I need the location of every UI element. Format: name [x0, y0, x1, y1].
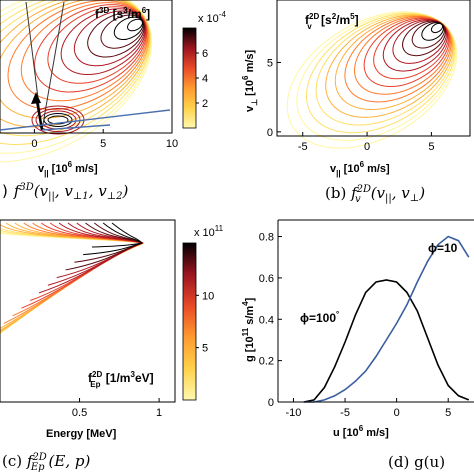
- panel-d-xlabel: u [106 m/s]: [333, 424, 389, 439]
- panel-a-core-contour: [47, 115, 69, 125]
- panel-a-colorbar-ticks: 6 4 2: [196, 48, 208, 110]
- panel-b-xtick-label: 5: [428, 141, 434, 153]
- panel-a-frame: [0, 0, 173, 134]
- panel-d-xtick-label: 0: [394, 407, 400, 419]
- panel-d-legend-phi10: ϕ=10: [428, 241, 458, 255]
- panel-a-xtick-label: 5: [100, 138, 106, 150]
- panel-b-ylabel: v⊥ [106 m/s]: [241, 49, 259, 112]
- panel-b-caption: (b) f2D v (v||, v⊥): [325, 184, 425, 205]
- panel-b-y-ticks: 50: [267, 57, 281, 139]
- panel-a-contours: [0, 0, 153, 163]
- panel-c-contours: [0, 222, 145, 335]
- panel-a-cbtick-label: 2: [202, 98, 208, 110]
- panel-c-inset-label: f2D Ep [1/m3eV]: [88, 370, 154, 389]
- panel-a-arrowhead: [31, 92, 41, 104]
- panel-b-contour-line: [354, 16, 451, 95]
- panel-a-xlabel: v|| [106 m/s]: [38, 160, 98, 178]
- panel-c-frame: [0, 219, 176, 403]
- panel-c-colorbar-scale: x 1011: [194, 224, 224, 239]
- panel-a-cone-line-right: [41, 1, 65, 131]
- panel-b-contour-line: [305, 12, 456, 134]
- panel-a-blue-line-2: [41, 124, 111, 131]
- panel-b-frame: [276, 0, 471, 137]
- panel-d-series-line-2: [303, 235, 470, 403]
- panel-c-contour-line: [0, 231, 145, 335]
- panel-b-ytick-label: 0: [267, 127, 273, 139]
- panel-b-ytick-label: 5: [267, 57, 273, 69]
- panel-c-cbtick-label: 5: [202, 343, 208, 355]
- panel-d-x-ticks: -10 -5 0 5: [286, 398, 451, 419]
- panel-d-xtick-label: 5: [445, 407, 451, 419]
- panel-c-contour-line: [0, 230, 144, 334]
- panel-a-colorbar-scale: x 10-4: [198, 10, 226, 25]
- panel-d-ytick-label: 0.4: [259, 314, 274, 326]
- panel-c-contour-line: [74, 222, 143, 263]
- panel-b-x-ticks: -5 0 5: [298, 132, 434, 153]
- panel-a-contour-line: [127, 18, 143, 32]
- panel-d-ylabel: g [1011 s/m4]: [241, 297, 256, 362]
- panel-c-xlabel: Energy [MeV]: [46, 428, 117, 440]
- panel-d: -10 -5 0 5 0.8 0.6 0.4 0.2 0 g [1011 s/m4] u [1…: [241, 219, 474, 471]
- panel-b-inset-label: f2D v [s2/m5]: [305, 12, 359, 31]
- panel-c-x-ticks: 0.5 1: [72, 398, 162, 419]
- panel-d-xtick-label: -10: [286, 407, 302, 419]
- panel-c-xtick-label: 0.5: [72, 407, 87, 419]
- panel-b-xtick-label: -5: [298, 141, 308, 153]
- panel-c-contour-line: [0, 227, 144, 334]
- panel-d-series-line-1: [303, 279, 470, 403]
- panel-a-x-ticks: 0 5 10: [31, 129, 178, 150]
- panel-d-legend-phi100: ϕ=100°: [300, 310, 339, 325]
- panel-d-ytick-label: 0.8: [259, 232, 274, 244]
- panel-d-y-ticks: 0.8 0.6 0.4 0.2 0: [259, 232, 282, 409]
- panel-d-ytick-label: 0: [268, 397, 274, 409]
- panel-b-contours: [286, 11, 458, 149]
- panel-a-caption: ) f3D(v||, v⊥1, v⊥2): [2, 182, 128, 202]
- panel-d-caption: (d) g(u): [388, 453, 445, 471]
- panel-c-colorbar-ticks: 10 5: [196, 290, 214, 355]
- panel-a-inset-label: f3D [s3/m6]: [95, 6, 150, 21]
- panel-a-xtick-label: 0: [31, 138, 37, 150]
- panel-c-contour-line: [0, 232, 145, 334]
- panel-b-xtick-label: 0: [364, 141, 370, 153]
- panel-a-colorbar: [182, 27, 197, 129]
- panel-c-cbtick-label: 10: [202, 290, 214, 302]
- panel-d-ytick-label: 0.6: [259, 273, 274, 285]
- panel-c-colorbar: [182, 242, 197, 401]
- panel-c-caption: (c) f2D Ep (E, p): [2, 452, 90, 473]
- panel-a-cbtick-label: 4: [202, 73, 208, 85]
- panel-c-xtick-label: 1: [156, 407, 162, 419]
- panel-a-cbtick-label: 6: [202, 48, 208, 60]
- panel-b: f2D v [s2/m5] -5 0 5 50 v|| [106 m/s] v⊥ [1…: [241, 0, 471, 205]
- panel-c: f2D Ep [1/m3eV] x 1011 105 0.5 1 Energy [M…: [0, 219, 224, 473]
- panel-a-blue-line: [0, 109, 171, 131]
- panel-d-xtick-label: -5: [340, 407, 350, 419]
- panel-b-xlabel: v|| [106 m/s]: [330, 160, 390, 178]
- panel-d-ytick-label: 0.2: [259, 356, 274, 368]
- panel-c-contour-line: [91, 222, 143, 248]
- panel-d-series: [303, 235, 470, 403]
- panel-a-xtick-label: 10: [166, 138, 178, 150]
- panel-b-contour-line: [430, 22, 444, 34]
- panel-a: f3D [s3/m6] x 10-4 6 4 2 0 5 10 v|| [106 m/s…: [0, 0, 226, 202]
